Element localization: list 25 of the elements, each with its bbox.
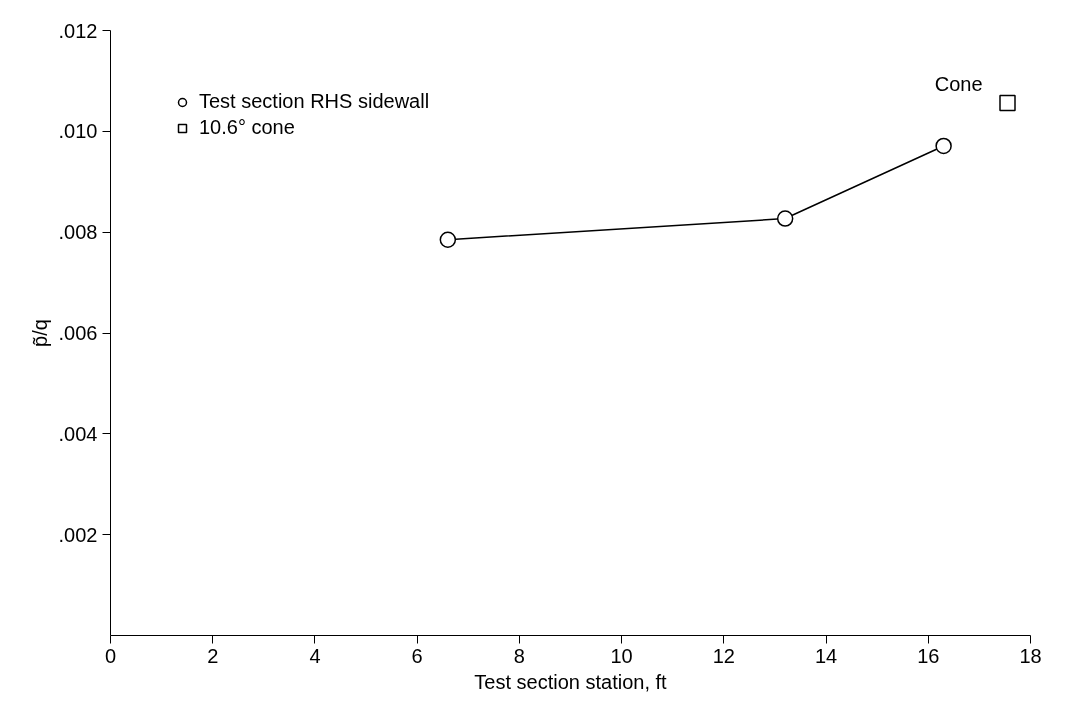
x-tick-label: 18	[1019, 644, 1042, 667]
y-tick-label: .004	[58, 422, 98, 445]
y-tick-label: .010	[58, 120, 98, 143]
y-tick-label: .002	[58, 523, 98, 546]
x-tick-label: 2	[207, 644, 219, 667]
x-tick-label: 0	[104, 644, 117, 667]
point	[935, 137, 952, 155]
x-tick-label: 14	[814, 644, 838, 667]
x-tick-label: 16	[917, 644, 940, 667]
y-tick-label: .012	[58, 19, 98, 42]
annotation: Cone	[934, 73, 983, 96]
y-tick-label: .006	[58, 322, 98, 344]
legend-label: 10.6° cone	[199, 116, 295, 139]
point	[999, 94, 1016, 112]
point	[776, 210, 794, 227]
legend-label: Test section RHS sidewall	[199, 90, 430, 113]
x-tick-label: 10	[610, 644, 633, 667]
x-axis-title: Test section station, ft	[474, 670, 668, 693]
x-tick-label: 8	[513, 644, 525, 667]
x-tick-label: 12	[712, 644, 735, 667]
x-tick-label: 6	[411, 644, 423, 667]
y-tick-label: .008	[58, 221, 98, 244]
y-axis-title: p̃/q	[28, 319, 51, 347]
point	[439, 231, 457, 248]
x-tick-label: 4	[309, 644, 321, 667]
